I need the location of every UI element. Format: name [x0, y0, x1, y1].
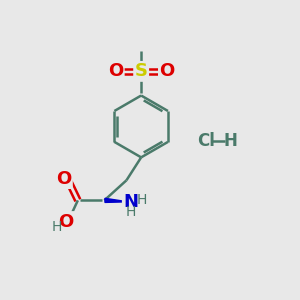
Text: H: H — [224, 132, 237, 150]
Text: H: H — [136, 193, 147, 207]
Text: N: N — [123, 193, 138, 211]
Text: O: O — [56, 169, 71, 188]
Text: H: H — [52, 220, 62, 234]
Text: O: O — [58, 212, 74, 230]
Text: H: H — [126, 205, 136, 219]
Polygon shape — [105, 198, 128, 203]
Text: O: O — [160, 62, 175, 80]
Text: Cl: Cl — [197, 132, 215, 150]
Text: O: O — [108, 62, 123, 80]
Text: S: S — [135, 62, 148, 80]
